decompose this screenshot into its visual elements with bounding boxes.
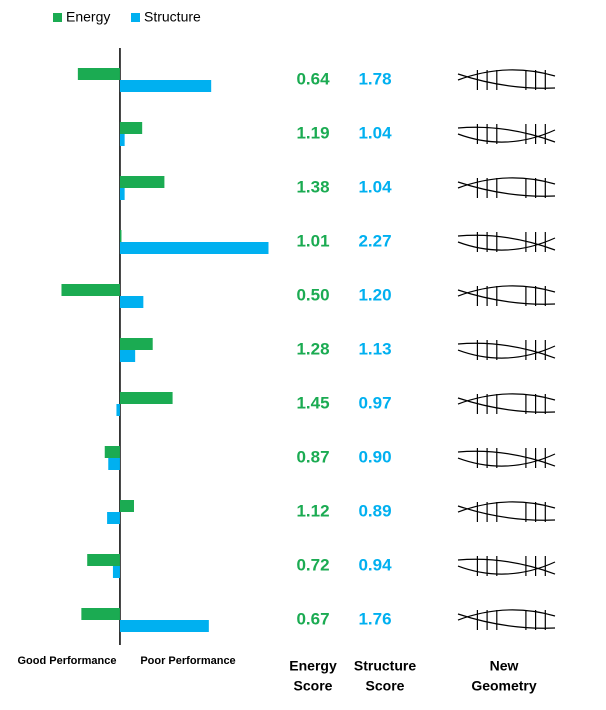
legend-label: Structure (144, 9, 201, 25)
x-axis-label: Good Performance (17, 655, 116, 667)
bar (77, 68, 120, 80)
geometry-arc (457, 237, 556, 251)
geometry-arc (457, 397, 556, 413)
bar (108, 458, 120, 470)
bar (107, 512, 120, 524)
bar (104, 446, 120, 458)
geometry-arc (457, 450, 556, 467)
score-label: 1.04 (358, 123, 392, 142)
geometry-arc (457, 129, 556, 143)
column-header: Structure (354, 658, 416, 674)
geometry-arc (457, 234, 556, 251)
column-header: Geometry (471, 678, 537, 694)
geometry-icon (457, 285, 556, 306)
geometry-icon (457, 448, 556, 468)
column-header: New (490, 658, 519, 674)
column-header: Score (366, 678, 405, 694)
score-label: 0.97 (358, 393, 391, 412)
bar (119, 134, 125, 146)
score-label: 1.20 (358, 285, 391, 304)
bar (119, 122, 143, 134)
geometry-arc (457, 73, 556, 89)
score-label: 1.45 (296, 393, 329, 412)
bar (119, 176, 165, 188)
legend-swatch (131, 13, 140, 22)
score-label: 0.67 (296, 609, 329, 628)
score-label: 1.19 (296, 123, 329, 142)
geometry-icon (457, 232, 556, 252)
bar (119, 500, 134, 512)
x-axis-label: Poor Performance (140, 655, 235, 667)
geometry-arc (457, 613, 556, 629)
bar (116, 404, 120, 416)
geometry-arc (457, 181, 556, 197)
score-label: 1.12 (296, 501, 329, 520)
bar (119, 296, 144, 308)
geometry-arc (457, 126, 556, 143)
score-label: 0.94 (358, 555, 392, 574)
column-header: Energy (289, 658, 337, 674)
legend-label: Energy (66, 9, 110, 25)
score-label: 1.01 (296, 231, 329, 250)
bar (119, 80, 212, 92)
bar (61, 284, 120, 296)
geometry-arc (457, 505, 556, 521)
geometry-arc (457, 453, 556, 467)
geometry-arc (457, 289, 556, 305)
bar (119, 392, 173, 404)
score-label: 0.90 (358, 447, 391, 466)
bar (119, 188, 125, 200)
score-label: 1.04 (358, 177, 392, 196)
bar (112, 566, 120, 578)
geometry-icon (457, 393, 556, 414)
bar (87, 554, 120, 566)
score-label: 1.76 (358, 609, 391, 628)
column-header: Score (294, 678, 333, 694)
bar (119, 338, 153, 350)
geometry-arc (457, 342, 556, 359)
bar (119, 350, 136, 362)
bar (119, 620, 209, 632)
score-label: 0.89 (358, 501, 391, 520)
legend-swatch (53, 13, 62, 22)
geometry-icon (457, 609, 556, 630)
geometry-arc (457, 561, 556, 575)
score-label: 0.50 (296, 285, 329, 304)
geometry-icon (457, 69, 556, 90)
score-label: 1.28 (296, 339, 329, 358)
score-label: 2.27 (358, 231, 391, 250)
geometry-icon (457, 124, 556, 144)
bar (119, 242, 269, 254)
bar (81, 608, 120, 620)
geometry-icon (457, 501, 556, 522)
geometry-arc (457, 345, 556, 359)
score-label: 1.38 (296, 177, 329, 196)
bar (119, 230, 122, 242)
geometry-arc (457, 558, 556, 575)
geometry-icon (457, 556, 556, 576)
score-label: 1.13 (358, 339, 391, 358)
score-label: 1.78 (358, 69, 391, 88)
geometry-icon (457, 340, 556, 360)
geometry-icon (457, 177, 556, 198)
score-label: 0.64 (296, 69, 330, 88)
score-label: 0.87 (296, 447, 329, 466)
score-label: 0.72 (296, 555, 329, 574)
